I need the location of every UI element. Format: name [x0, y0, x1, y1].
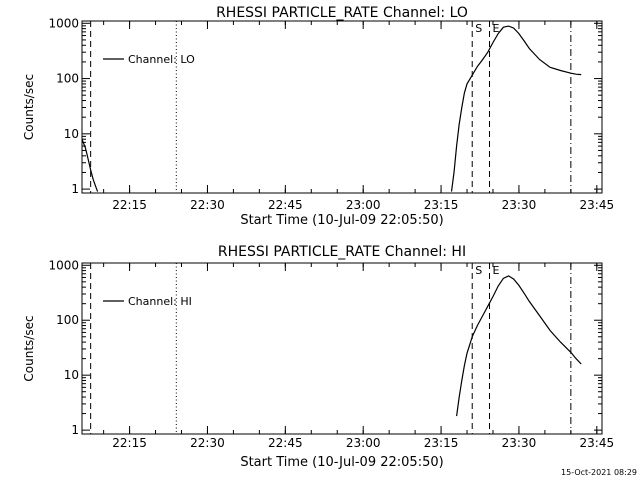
x-tick-label: 23:15 [424, 436, 459, 450]
marker-label-S: S [475, 22, 482, 35]
chart-title: RHESSI PARTICLE_RATE Channel: LO [216, 5, 468, 21]
y-tick-label: 100 [56, 72, 79, 86]
x-axis-label: Start Time (10-Jul-09 22:05:50) [240, 213, 443, 228]
series-line-1-segment-1 [82, 138, 99, 192]
marker-label-S: S [475, 264, 482, 277]
series-line-1-segment-1 [456, 275, 582, 417]
y-tick-label: 10 [64, 368, 79, 382]
y-tick-label: 1000 [48, 258, 79, 272]
marker-label-E: E [493, 22, 500, 35]
x-tick-label: 23:00 [346, 436, 381, 450]
x-tick-label: 22:30 [190, 436, 225, 450]
x-tick-label: 23:30 [502, 436, 537, 450]
x-tick-label: 23:15 [424, 198, 459, 212]
x-tick-label: 22:45 [268, 198, 303, 212]
chart-panel-2: RHESSI PARTICLE_RATE Channel: HI 22:15 22:… [22, 244, 614, 470]
x-tick-label: 22:15 [112, 198, 147, 212]
timestamp-label: 15-Oct-2021 08:29 [561, 468, 637, 477]
x-tick-label: 23:45 [580, 198, 615, 212]
y-tick-label: 1 [71, 423, 79, 437]
chart-title: RHESSI PARTICLE_RATE Channel: HI [218, 244, 466, 260]
y-tick-label: 10 [64, 127, 79, 141]
y-tick-label: 1000 [48, 16, 79, 30]
x-tick-label: 22:45 [268, 436, 303, 450]
y-axis-label: Counts/sec [22, 74, 36, 140]
x-tick-label: 22:15 [112, 436, 147, 450]
marker-label-E: E [493, 264, 500, 277]
x-tick-label: 23:00 [346, 198, 381, 212]
y-tick-label: 100 [56, 313, 79, 327]
x-tick-label: 23:30 [502, 198, 537, 212]
x-tick-label: 22:30 [190, 198, 225, 212]
y-tick-label: 1 [71, 182, 79, 196]
y-axis-label: Counts/sec [22, 315, 36, 381]
legend-label: Channel: LO [128, 53, 195, 66]
chart-panel-1: RHESSI PARTICLE_RATE Channel: LO 22:15 22:… [22, 5, 614, 228]
x-tick-label: 23:45 [580, 436, 615, 450]
x-axis-label: Start Time (10-Jul-09 22:05:50) [240, 455, 443, 470]
series-line-1-segment-2 [450, 25, 582, 192]
legend-label: Channel: HI [128, 295, 192, 308]
